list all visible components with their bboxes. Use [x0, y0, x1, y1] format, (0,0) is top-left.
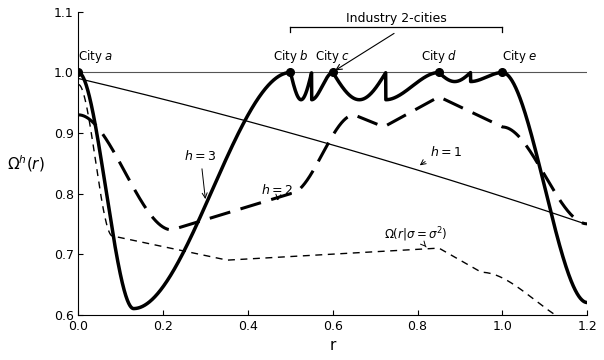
- Text: $\Omega(r|\sigma=\sigma^2)$: $\Omega(r|\sigma=\sigma^2)$: [384, 226, 447, 247]
- Text: City $d$: City $d$: [420, 48, 457, 65]
- Text: $h=1$: $h=1$: [420, 145, 462, 165]
- Text: $h=2$: $h=2$: [261, 183, 293, 200]
- X-axis label: r: r: [330, 338, 336, 353]
- Text: City $e$: City $e$: [503, 48, 538, 65]
- Text: City $a$: City $a$: [79, 48, 114, 65]
- Text: $h=3$: $h=3$: [184, 149, 217, 198]
- Text: City $b$: City $b$: [272, 48, 308, 65]
- Y-axis label: $\Omega^h(r)$: $\Omega^h(r)$: [7, 153, 45, 174]
- Text: Industry 2-cities: Industry 2-cities: [346, 12, 447, 24]
- Text: City $c$: City $c$: [315, 48, 350, 65]
